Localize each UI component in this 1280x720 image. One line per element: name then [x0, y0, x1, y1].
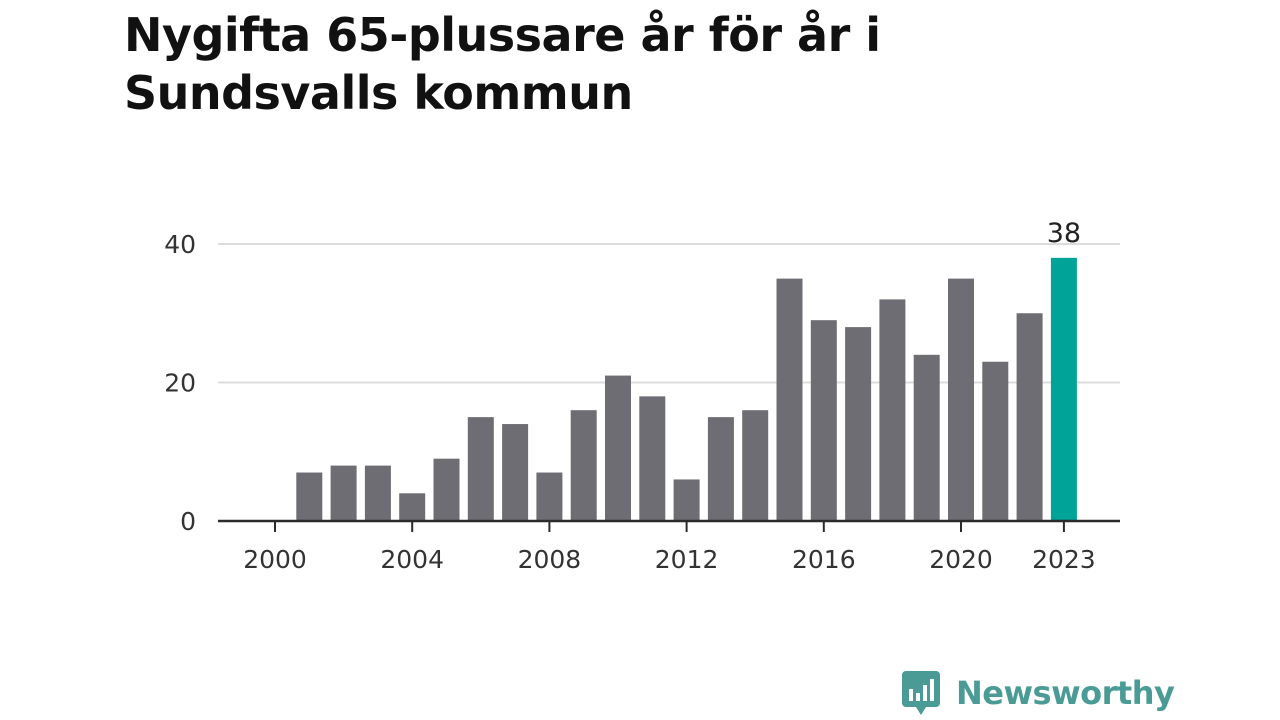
bar: [742, 410, 769, 521]
bar: [982, 361, 1009, 521]
x-tick-label: 2023: [1032, 545, 1096, 574]
y-tick-label: 0: [180, 507, 196, 536]
bar: [776, 278, 803, 521]
data-label-highlight: 38: [1047, 218, 1081, 249]
x-tick-label: 2000: [243, 545, 307, 574]
bar: [296, 472, 323, 521]
bar: [707, 417, 734, 521]
bar: [570, 410, 597, 521]
x-tick-label: 2016: [792, 545, 856, 574]
newsworthy-chart-icon: [902, 671, 940, 715]
x-axis: 2000 2004 2008 2012 2016 2020 2023: [218, 519, 1120, 574]
bar: [399, 493, 426, 521]
bar: [502, 424, 529, 521]
bar: [879, 299, 906, 521]
y-tick-label: 20: [164, 369, 196, 398]
bar: [1016, 313, 1043, 521]
bar: [810, 320, 837, 521]
bar-chart: 0 20 40 2000 2004 2008 2012 2016 2020 2023 38: [164, 218, 1120, 574]
bar: [948, 278, 974, 521]
bar: [845, 327, 872, 521]
bar: [330, 465, 357, 521]
chart-title: Nygifta 65-plussare år för år i Sundsval…: [124, 8, 881, 120]
bar: [673, 479, 700, 521]
bar: [605, 375, 631, 521]
data-labels: 38: [1047, 218, 1081, 249]
brand-logo: Newsworthy: [900, 668, 1175, 718]
bar: [639, 396, 666, 521]
x-tick-label: 2020: [929, 545, 993, 574]
bar: [1050, 257, 1077, 521]
y-tick-label: 40: [164, 230, 196, 259]
bar: [467, 417, 494, 521]
bars: [296, 257, 1077, 521]
x-tick-label: 2012: [655, 545, 719, 574]
y-tick-labels: 0 20 40: [164, 230, 196, 536]
bar: [913, 354, 940, 521]
x-tick-label: 2004: [380, 545, 444, 574]
x-tick-label: 2008: [518, 545, 582, 574]
bar: [364, 465, 391, 521]
bar: [433, 458, 460, 521]
brand-name: Newsworthy: [956, 674, 1175, 712]
bar: [536, 472, 563, 521]
